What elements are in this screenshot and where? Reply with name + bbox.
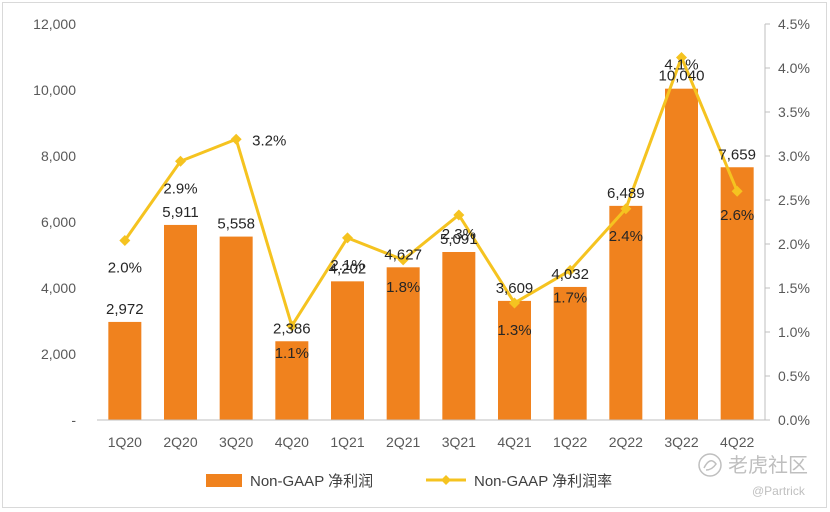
line-value-label: 4.1% bbox=[664, 56, 698, 73]
marker-1Q20 bbox=[119, 234, 131, 246]
x-tick-label: 1Q20 bbox=[108, 434, 142, 450]
marker-3Q22 bbox=[676, 51, 687, 63]
marker-4Q20 bbox=[286, 320, 298, 332]
bar-1Q20 bbox=[108, 321, 142, 420]
bar-1Q21 bbox=[331, 281, 364, 420]
watermark-brand: 老虎社区 bbox=[728, 454, 808, 477]
y-right-tick-label: 1.5% bbox=[778, 280, 810, 296]
y-right-tick-label: 3.5% bbox=[778, 104, 810, 120]
y-right-tick-label: 2.0% bbox=[778, 236, 810, 252]
bar-series bbox=[108, 88, 754, 421]
bar-3Q21 bbox=[442, 251, 476, 420]
y-left-tick-label: 10,000 bbox=[33, 82, 76, 98]
line-value-label: 2.3% bbox=[442, 226, 476, 243]
y-right-tick-label: 4.0% bbox=[778, 60, 810, 76]
margin-line bbox=[123, 55, 739, 328]
line-value-label: 2.9% bbox=[163, 180, 197, 197]
marker-3Q20 bbox=[230, 133, 242, 145]
y-right-tick-label: 4.5% bbox=[778, 16, 810, 32]
line-value-label: 1.1% bbox=[275, 345, 309, 362]
line-value-label: 1.7% bbox=[553, 289, 587, 306]
bar-value-label: 2,386 bbox=[273, 320, 311, 337]
marker-4Q22 bbox=[731, 185, 743, 197]
bar-3Q20 bbox=[219, 236, 253, 420]
line-value-label: 3.2% bbox=[252, 132, 286, 149]
bar-value-label: 4,032 bbox=[551, 266, 589, 283]
line-value-label: 2.4% bbox=[609, 228, 643, 245]
x-tick-label: 4Q22 bbox=[720, 434, 754, 450]
x-tick-label: 4Q20 bbox=[275, 434, 309, 450]
y-left-tick-label: 6,000 bbox=[41, 214, 76, 230]
marker-3Q21 bbox=[453, 209, 465, 221]
bar-4Q21 bbox=[498, 300, 531, 420]
bar-2Q21 bbox=[386, 267, 420, 420]
legend: Non-GAAP 净利润 Non-GAAP 净利润率 bbox=[206, 473, 612, 490]
watermark-logo-icon bbox=[698, 453, 722, 477]
axes: - 2,000 4,000 6,000 8,000 10,000 12,000 0.0% 0.5… bbox=[33, 16, 810, 450]
marker-4Q21 bbox=[509, 297, 520, 309]
x-tick-label: 1Q22 bbox=[553, 434, 587, 450]
watermark-handle: @Partrick bbox=[752, 484, 806, 498]
x-tick-label: 3Q20 bbox=[219, 434, 253, 450]
y-right-tick-label: 3.0% bbox=[778, 148, 810, 164]
data-labels: 2,972 5,911 5,558 2,386 4,202 4,627 5,091 3,609… bbox=[106, 56, 756, 361]
line-value-label: 2.1% bbox=[330, 257, 364, 274]
bar-value-label: 7,659 bbox=[718, 146, 756, 163]
line-value-label: 2.0% bbox=[108, 259, 142, 276]
bar-value-label: 5,558 bbox=[217, 216, 255, 233]
y-left-tick-label: - bbox=[71, 412, 76, 428]
bar-2Q22 bbox=[609, 205, 643, 420]
y-left-tick-label: 8,000 bbox=[41, 148, 76, 164]
bar-value-label: 6,489 bbox=[607, 185, 645, 202]
legend-label-line: Non-GAAP 净利润率 bbox=[474, 473, 612, 490]
bar-1Q22 bbox=[553, 286, 587, 420]
y-right-tick-label: 0.0% bbox=[778, 412, 810, 428]
x-tick-label: 2Q22 bbox=[609, 434, 643, 450]
line-value-label: 1.3% bbox=[497, 322, 531, 339]
marker-1Q21 bbox=[342, 232, 353, 244]
y-left-tick-label: 2,000 bbox=[41, 346, 76, 362]
line-series bbox=[119, 51, 743, 332]
bar-value-label: 4,202 bbox=[329, 260, 367, 277]
line-value-label: 2.6% bbox=[720, 207, 754, 224]
marker-2Q20 bbox=[175, 155, 186, 167]
marker-2Q21 bbox=[397, 254, 409, 266]
marker-1Q22 bbox=[564, 264, 576, 276]
x-tick-label: 2Q21 bbox=[386, 434, 420, 450]
legend-swatch-marker bbox=[441, 475, 451, 485]
bar-value-label: 5,091 bbox=[440, 231, 478, 248]
x-tick-label: 1Q21 bbox=[330, 434, 364, 450]
bar-value-label: 2,972 bbox=[106, 301, 144, 318]
bar-value-label: 10,040 bbox=[659, 68, 705, 85]
bar-4Q20 bbox=[275, 341, 309, 420]
legend-label-bar: Non-GAAP 净利润 bbox=[250, 473, 373, 490]
watermark: 老虎社区 @Partrick bbox=[698, 453, 808, 498]
x-tick-label: 4Q21 bbox=[497, 434, 531, 450]
y-left-tick-label: 12,000 bbox=[33, 16, 76, 32]
y-right-tick-label: 0.5% bbox=[778, 368, 810, 384]
legend-swatch-bar bbox=[206, 474, 242, 487]
bar-value-label: 3,609 bbox=[496, 280, 534, 297]
watermark-logo-mark bbox=[703, 460, 717, 471]
line-value-label: 1.8% bbox=[386, 279, 420, 296]
y-right-tick-label: 2.5% bbox=[778, 192, 810, 208]
y-left-tick-label: 4,000 bbox=[41, 280, 76, 296]
bar-value-label: 5,911 bbox=[162, 204, 198, 221]
bar-4Q22 bbox=[720, 167, 754, 420]
x-tick-label: 3Q21 bbox=[442, 434, 476, 450]
x-tick-label: 2Q20 bbox=[163, 434, 197, 450]
bar-3Q22 bbox=[665, 88, 698, 421]
bar-value-label: 4,627 bbox=[384, 246, 422, 263]
y-right-tick-label: 1.0% bbox=[778, 324, 810, 340]
x-tick-label: 3Q22 bbox=[664, 434, 698, 450]
bar-2Q20 bbox=[164, 224, 197, 420]
marker-2Q22 bbox=[620, 203, 632, 215]
